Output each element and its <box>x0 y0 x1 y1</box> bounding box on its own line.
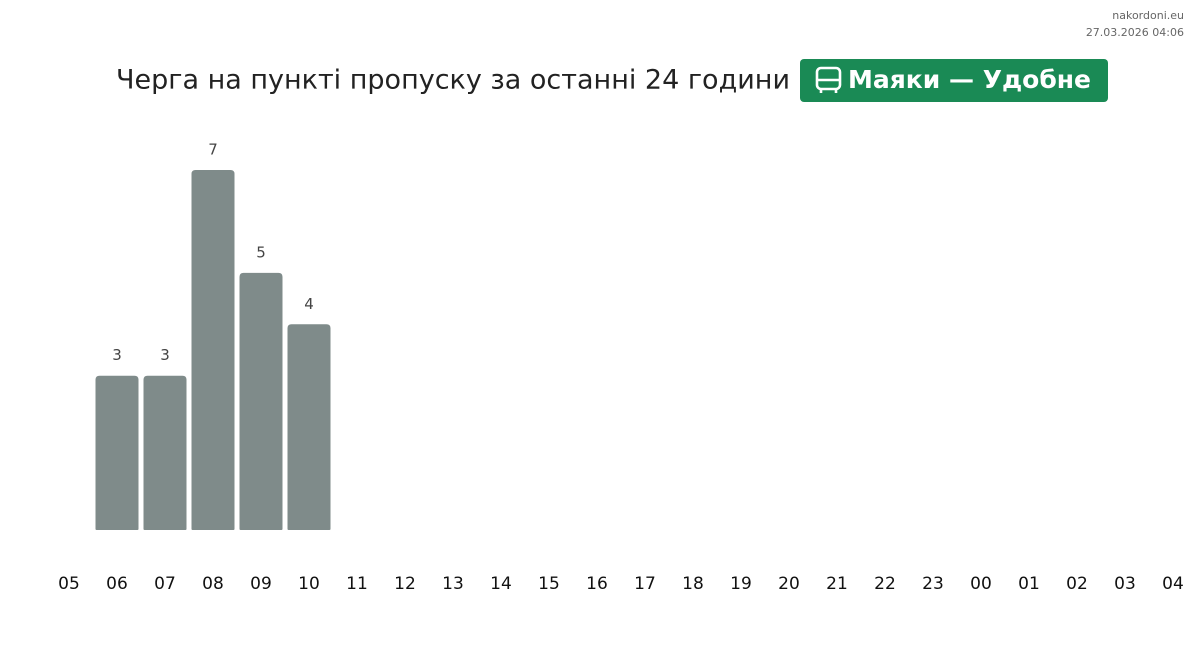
source: nakordoni.eu <box>1112 9 1184 22</box>
x-tick-label: 05 <box>58 574 80 594</box>
x-tick-label: 02 <box>1066 574 1088 594</box>
badge-text: Маяки — Удобне <box>848 65 1091 94</box>
badge: Маяки — Удобне <box>800 59 1108 102</box>
x-tick-label: 23 <box>922 574 944 594</box>
value-label: 5 <box>256 243 266 261</box>
bar <box>95 375 139 530</box>
x-tick-label: 11 <box>346 574 368 594</box>
x-tick-label: 19 <box>730 574 752 594</box>
x-tick-label: 06 <box>106 574 128 594</box>
value-label: 3 <box>112 346 122 364</box>
bus-icon <box>815 66 842 93</box>
x-tick-label: 20 <box>778 574 800 594</box>
x-tick-label: 03 <box>1114 574 1136 594</box>
x-tick-label: 07 <box>154 574 176 594</box>
value-label: 3 <box>160 346 170 364</box>
x-tick-label: 12 <box>394 574 416 594</box>
x-tick-label: 09 <box>250 574 272 594</box>
value-label: 4 <box>304 295 314 313</box>
x-tick-label: 04 <box>1162 574 1184 594</box>
bar <box>143 375 187 530</box>
x-tick-label: 18 <box>682 574 704 594</box>
x-tick-label: 08 <box>202 574 224 594</box>
x-tick-label: 14 <box>490 574 512 594</box>
bar <box>287 324 331 530</box>
x-tick-label: 16 <box>586 574 608 594</box>
value-label: 7 <box>208 141 218 159</box>
x-tick-label: 10 <box>298 574 320 594</box>
chart-title: Черга на пункті пропуску за останні 24 г… <box>116 65 790 96</box>
x-tick-label: 15 <box>538 574 560 594</box>
bar <box>239 272 283 530</box>
x-tick-label: 01 <box>1018 574 1040 594</box>
timestamp: 27.03.2026 04:06 <box>1086 26 1184 39</box>
x-tick-label: 22 <box>874 574 896 594</box>
x-tick-label: 13 <box>442 574 464 594</box>
badge-bg <box>800 59 1108 102</box>
x-tick-label: 17 <box>634 574 656 594</box>
x-tick-label: 00 <box>970 574 992 594</box>
x-tick-label: 21 <box>826 574 848 594</box>
bar <box>191 170 235 530</box>
